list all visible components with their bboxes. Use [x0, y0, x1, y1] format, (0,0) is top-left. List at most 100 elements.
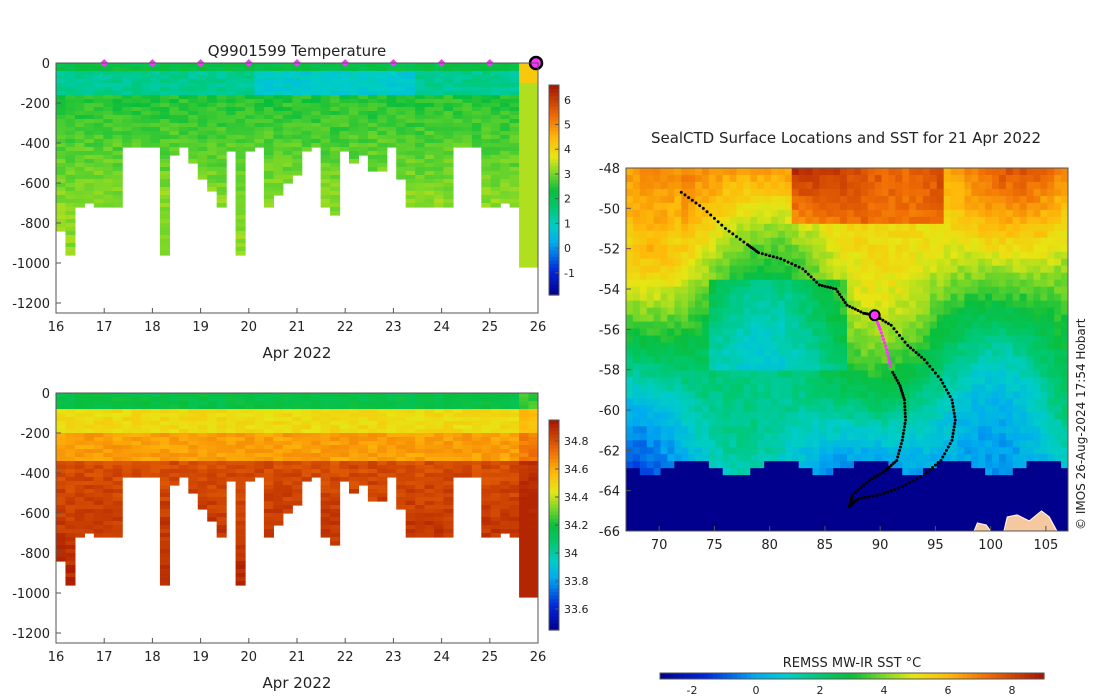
sst-cell: [653, 265, 662, 274]
section-cell: [159, 207, 171, 212]
section-cell: [216, 75, 227, 80]
sst-cell: [936, 188, 945, 197]
section-cell: [509, 63, 520, 68]
section-cell: [481, 139, 492, 144]
section-cell: [197, 465, 208, 470]
section-cell: [434, 501, 445, 506]
section-cell: [169, 127, 180, 132]
sst-cell: [826, 174, 834, 183]
section-cell: [93, 397, 104, 402]
section-cell: [103, 489, 114, 494]
section-cell: [207, 401, 218, 406]
sst-cell: [743, 286, 751, 295]
section-cell: [396, 167, 407, 172]
section-cell: [273, 521, 284, 526]
section-cell: [235, 401, 246, 406]
section-cell: [377, 397, 388, 402]
section-cell: [65, 143, 76, 148]
section-cell: [424, 485, 435, 490]
section-cell: [330, 151, 341, 156]
sst-cell: [798, 307, 807, 316]
section-cell: [273, 111, 284, 116]
section-cell: [396, 493, 407, 498]
section-cell: [320, 203, 331, 208]
section-cell: [471, 143, 482, 148]
sst-cell: [688, 279, 696, 288]
section-cell: [462, 405, 473, 410]
section-cell: [235, 405, 246, 410]
sst-cell: [736, 286, 745, 295]
section-cell: [263, 433, 274, 438]
sst-cell: [805, 321, 814, 330]
sst-cell: [985, 272, 993, 281]
section-cell: [348, 155, 360, 160]
sst-cell: [867, 265, 876, 274]
sst-cell: [936, 286, 945, 295]
sst-cell: [674, 168, 682, 176]
section-cell: [320, 425, 331, 430]
section-cell: [245, 413, 256, 418]
section-cell: [131, 433, 142, 438]
section-cell: [197, 481, 208, 486]
section-cell: [93, 517, 104, 522]
section-cell: [254, 401, 265, 406]
section-cell: [93, 139, 104, 144]
colorbar-tick-label: 2: [564, 193, 571, 206]
sst-cell: [743, 237, 751, 246]
sst-cell: [736, 321, 745, 330]
section-cell: [519, 243, 530, 248]
section-cell: [141, 87, 152, 92]
section-cell: [462, 87, 473, 92]
section-cell: [528, 525, 538, 530]
section-cell: [519, 215, 530, 220]
sst-cell: [874, 202, 883, 211]
section-cell: [74, 99, 85, 104]
section-cell: [235, 485, 246, 490]
sst-cell: [632, 265, 641, 274]
section-cell: [415, 397, 426, 402]
section-cell: [273, 119, 284, 124]
section-cell: [235, 95, 246, 100]
section-cell: [159, 529, 171, 534]
section-cell: [263, 453, 274, 458]
section-cell: [235, 163, 246, 168]
section-cell: [216, 533, 227, 538]
section-cell: [65, 187, 76, 192]
section-cell: [424, 103, 435, 108]
section-cell: [528, 481, 538, 486]
sst-cell: [1054, 237, 1062, 246]
sst-cell: [646, 168, 655, 176]
sst-cell: [943, 216, 952, 225]
section-cell: [254, 95, 265, 100]
sst-cell: [950, 314, 959, 323]
section-cell: [396, 393, 407, 398]
sst-cell: [874, 328, 883, 337]
colorbar-swatch: [549, 274, 559, 279]
section-cell: [330, 401, 341, 406]
section-cell: [471, 449, 482, 454]
sst-cell: [833, 307, 841, 316]
section-cell: [434, 103, 445, 108]
section-cell: [159, 99, 171, 104]
section-cell: [254, 91, 265, 96]
section-cell: [56, 425, 67, 430]
colorbar-swatch: [549, 137, 559, 142]
section-cell: [235, 577, 246, 582]
section-cell: [405, 429, 416, 434]
colorbar-swatch: [549, 521, 559, 526]
section-cell: [65, 135, 76, 140]
sst-cell: [922, 286, 931, 295]
section-cell: [509, 75, 520, 80]
section-cell: [254, 139, 265, 144]
section-cell: [415, 151, 426, 156]
section-cell: [235, 497, 246, 502]
section-cell: [377, 111, 388, 116]
section-cell: [245, 393, 256, 398]
section-cell: [282, 71, 293, 76]
section-cell: [367, 437, 378, 442]
section-cell: [216, 171, 227, 176]
section-cell: [377, 481, 388, 486]
section-cell: [424, 131, 435, 136]
section-cell: [311, 417, 322, 422]
section-cell: [74, 413, 85, 418]
